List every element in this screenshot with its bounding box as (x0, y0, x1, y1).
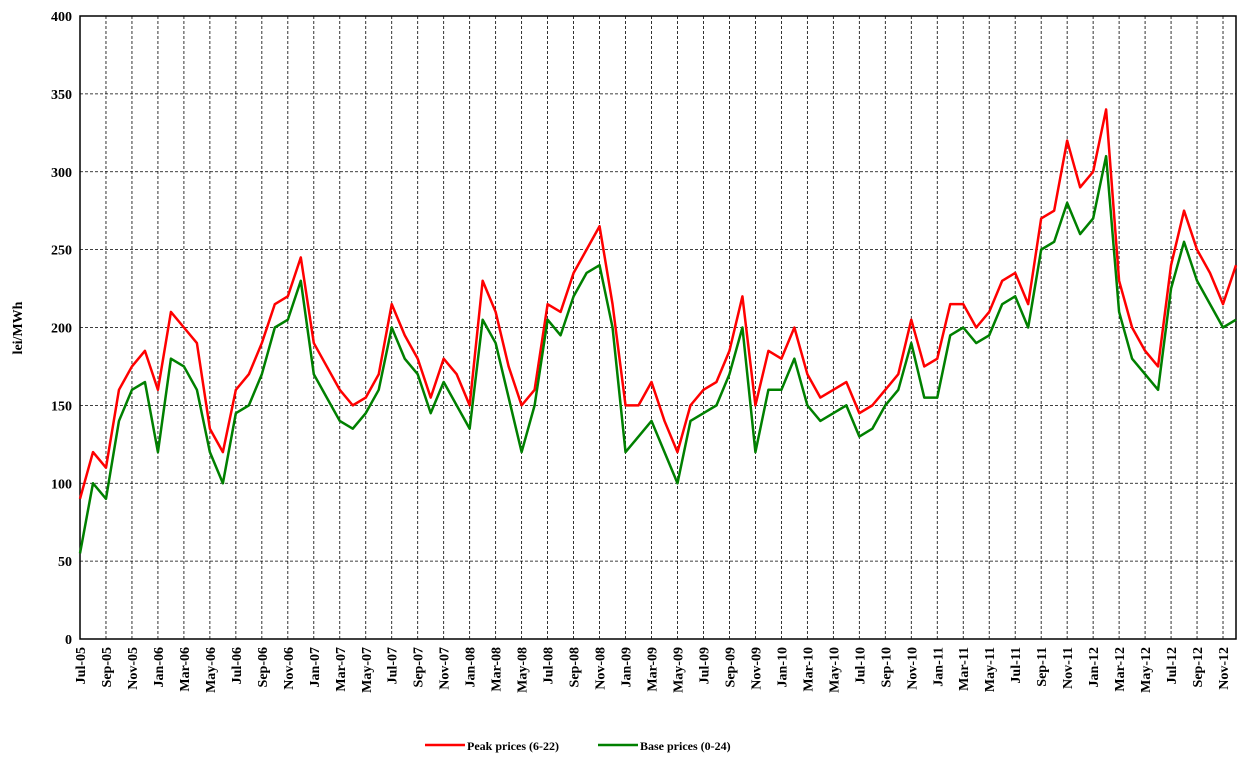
y-axis-label: lei/MWh (11, 301, 26, 354)
x-tick-label: Jan-06 (152, 647, 167, 687)
y-tick-label: 0 (65, 633, 72, 648)
x-tick-label: Mar-08 (490, 647, 505, 692)
x-tick-label: Nov-11 (1061, 647, 1076, 689)
plot-border (79, 15, 1237, 640)
x-tick-label: Sep-05 (100, 647, 115, 687)
x-tick-label: May-10 (827, 647, 842, 693)
y-tick-label: 400 (51, 10, 72, 25)
x-tick-label: Jul-07 (386, 647, 401, 684)
y-tick-label: 350 (51, 88, 72, 103)
x-tick-label: Sep-06 (256, 647, 271, 687)
x-tick-label: Sep-07 (412, 647, 427, 687)
x-tick-label: Nov-09 (749, 647, 764, 690)
y-tick-label: 250 (51, 244, 72, 259)
legend-label: Peak prices (6-22) (467, 739, 559, 753)
x-tick-label: Nov-10 (905, 647, 920, 690)
x-tick-label: Nov-12 (1217, 647, 1232, 690)
x-tick-label: Mar-11 (957, 647, 972, 691)
legend-label: Base prices (0-24) (640, 739, 731, 753)
x-tick-label: Nov-05 (126, 647, 141, 690)
x-tick-label: Mar-07 (334, 647, 349, 692)
x-tick-label: Sep-11 (1035, 647, 1050, 687)
x-tick-label: Sep-10 (879, 647, 894, 687)
x-tick-label: Mar-09 (646, 647, 661, 692)
x-tick-label: Jan-07 (308, 647, 323, 687)
x-tick-label: May-07 (360, 647, 375, 693)
x-tick-label: May-09 (671, 647, 686, 693)
x-tick-label: Jan-11 (931, 647, 946, 687)
x-tick-label: Sep-12 (1191, 647, 1206, 687)
y-tick-label: 300 (51, 166, 72, 181)
y-tick-label: 150 (51, 399, 72, 414)
x-tick-label: Sep-08 (568, 647, 583, 687)
x-tick-label: Jul-12 (1165, 647, 1180, 684)
x-tick-label: Jul-05 (74, 647, 89, 684)
x-tick-label: Mar-12 (1113, 647, 1128, 692)
data-line (78, 154, 1237, 554)
x-tick-label: Nov-06 (282, 647, 297, 690)
x-tick-label: May-11 (983, 647, 998, 692)
x-tick-label: Jan-10 (775, 647, 790, 687)
x-tick-label: Nov-08 (594, 647, 609, 690)
x-tick-label: Jan-12 (1087, 647, 1102, 687)
x-tick-label: Jul-08 (542, 647, 557, 684)
x-tick-label: Jul-10 (853, 647, 868, 684)
y-tick-label: 50 (58, 555, 72, 570)
x-tick-label: May-08 (516, 647, 531, 693)
y-tick-label: 100 (51, 477, 72, 492)
x-tick-label: Mar-06 (178, 647, 193, 692)
x-tick-label: Jan-08 (464, 647, 479, 687)
x-tick-label: Jul-11 (1009, 647, 1024, 684)
x-tick-label: Jan-09 (620, 647, 635, 687)
x-tick-label: Jul-09 (697, 647, 712, 684)
x-tick-label: May-06 (204, 647, 219, 693)
y-tick-label: 200 (51, 322, 72, 337)
x-tick-label: Jul-06 (230, 647, 245, 684)
data-line (78, 108, 1238, 500)
x-tick-label: Sep-09 (723, 647, 738, 687)
x-tick-label: Nov-07 (438, 647, 453, 690)
x-tick-label: Mar-10 (801, 647, 816, 692)
x-tick-label: May-12 (1139, 647, 1154, 693)
